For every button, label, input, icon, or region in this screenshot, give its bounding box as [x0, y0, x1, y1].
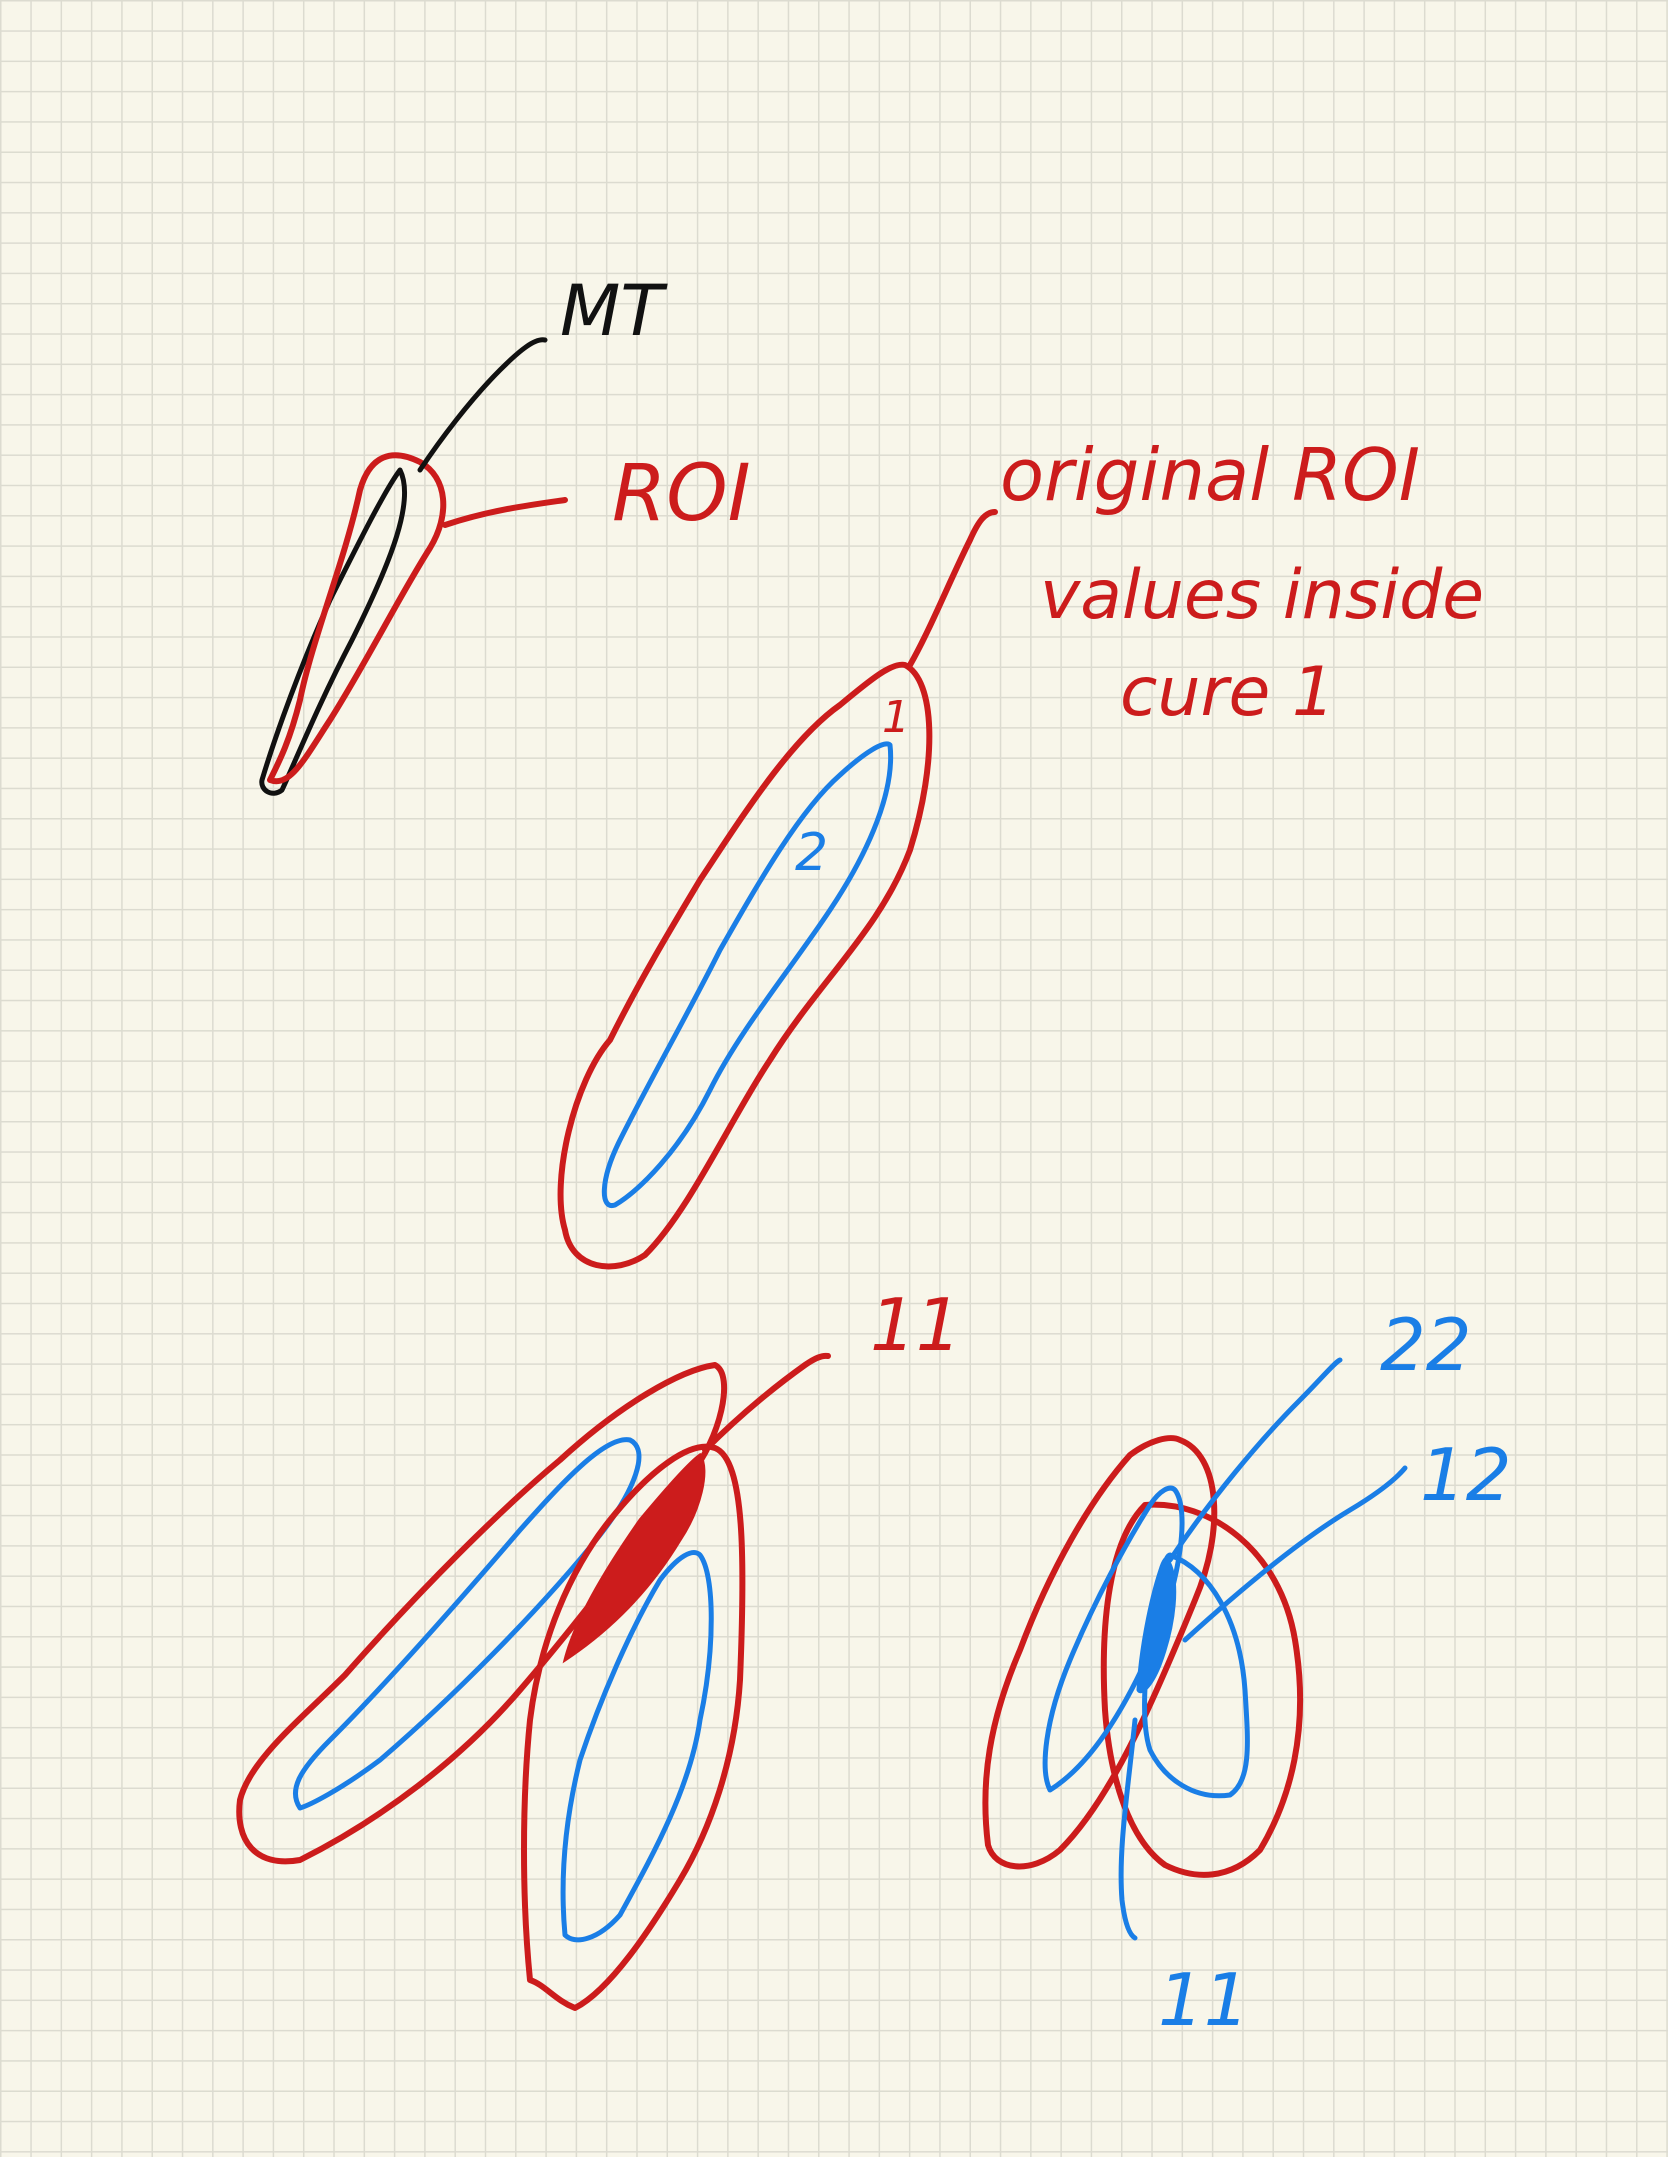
outer-roi-curve	[557, 661, 933, 1270]
br-left-red-outer	[982, 1435, 1218, 1870]
right-roi-inner	[560, 1550, 714, 1943]
label-22-leader-line	[1167, 1357, 1343, 1563]
mt-roi-group	[259, 337, 568, 796]
inner-roi-curve	[601, 741, 894, 1208]
overlap-red-group	[236, 1352, 831, 2011]
br-right-red-outer	[1100, 1501, 1304, 1878]
overlap-11-leader-line	[702, 1352, 831, 1453]
roi-label: ROI	[612, 449, 751, 539]
mt-line-shape	[259, 467, 408, 796]
original-roi-line3: cure 1	[1120, 653, 1335, 732]
roi-outline-shape	[267, 452, 447, 785]
mt-label: MT	[560, 270, 668, 352]
overlap-blue-group	[982, 1357, 1408, 1941]
overlap-11-label: 11	[870, 1283, 962, 1367]
original-roi-line2: values inside	[1040, 556, 1484, 635]
label-12-leader-line	[1182, 1465, 1408, 1643]
original-leader-line	[907, 509, 998, 668]
nested-roi-group	[557, 509, 998, 1270]
inner-curve-1-label: 1	[882, 692, 910, 743]
label-11-blue: 11	[1158, 1958, 1250, 2042]
inner-curve-2-label: 2	[795, 823, 828, 883]
label-22: 22	[1380, 1303, 1472, 1387]
right-roi-outer	[521, 1443, 746, 2011]
red-overlap-region	[562, 1452, 706, 1664]
label-11-leader-line	[1118, 1717, 1138, 1941]
left-roi-outer	[236, 1362, 728, 1865]
original-roi-line1: original ROI	[1000, 433, 1420, 517]
label-12: 12	[1420, 1433, 1512, 1517]
roi-leader-line	[442, 497, 568, 528]
mt-leader-line	[417, 337, 548, 473]
br-blue-overlap-region	[1136, 1556, 1177, 1694]
